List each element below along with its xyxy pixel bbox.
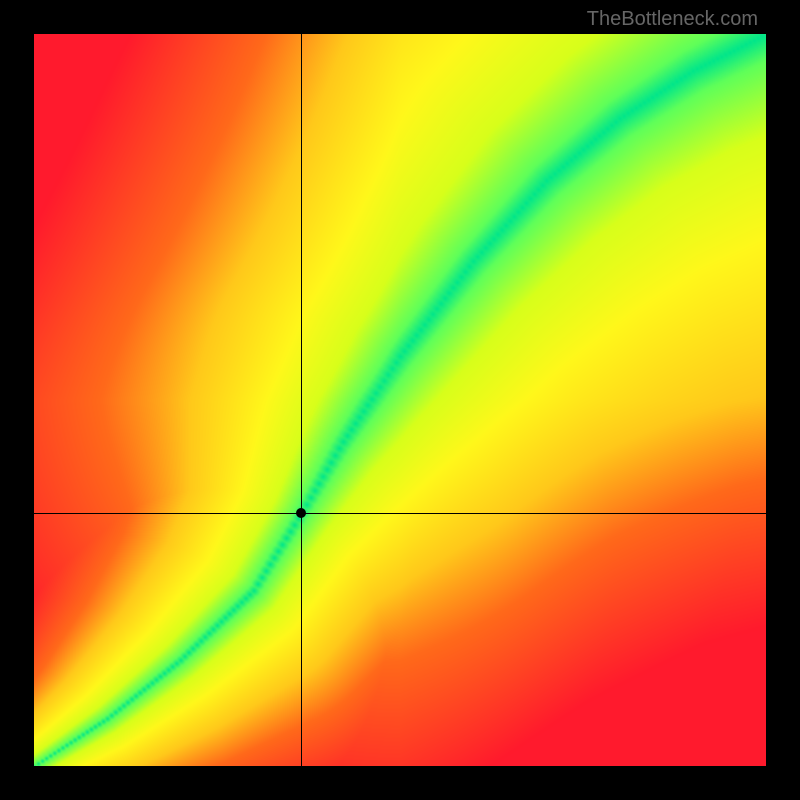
watermark-text: TheBottleneck.com bbox=[587, 8, 758, 31]
heatmap-chart bbox=[34, 34, 766, 766]
crosshair-horizontal bbox=[34, 513, 766, 514]
crosshair-vertical bbox=[301, 34, 302, 766]
heatmap-canvas bbox=[34, 34, 766, 766]
crosshair-point bbox=[296, 508, 306, 518]
